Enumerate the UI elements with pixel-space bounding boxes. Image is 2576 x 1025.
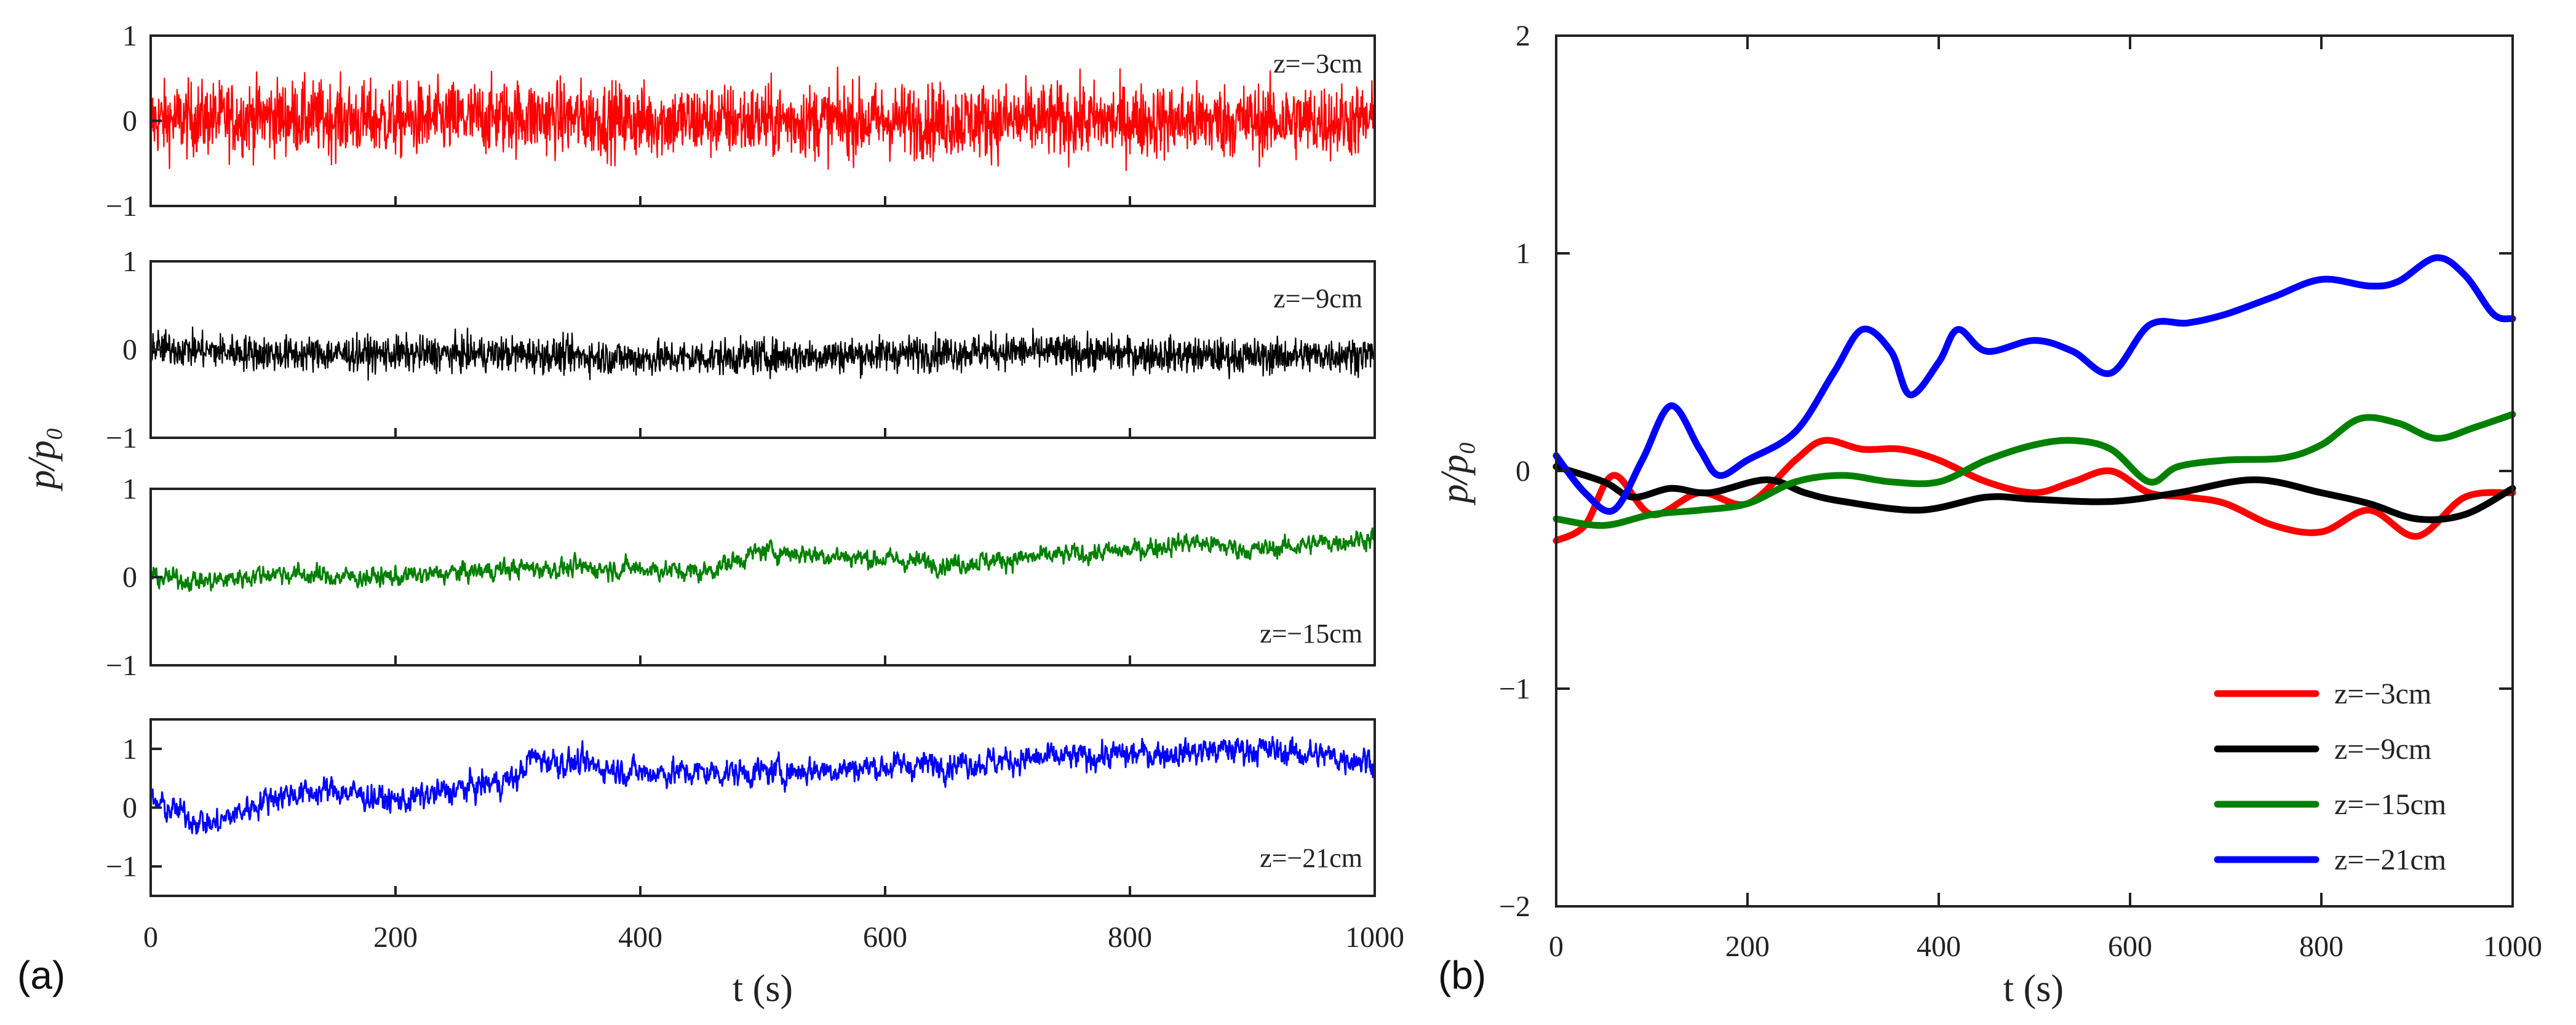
subplot-label-z-3cm: z=−3cm xyxy=(1273,49,1362,79)
y-tick-label-z-21cm: 1 xyxy=(122,733,137,766)
panel-a-x-ticks: 0 200 400 600 800 1000 xyxy=(143,921,1404,954)
panel-b-y-label: p/p₀ xyxy=(1434,441,1476,506)
x-tick-label: 1000 xyxy=(1345,921,1404,954)
panel-b-label: (b) xyxy=(1438,953,1486,997)
y-tick-label-z-9cm: 0 xyxy=(122,334,137,366)
legend-label-z-9cm: z=−9cm xyxy=(2334,733,2431,766)
series-line-z-9cm xyxy=(149,326,1376,381)
x-tick-label: 200 xyxy=(373,921,418,954)
panel-a: 1 0 −1 z=−3cm 1 0 −1 z=−9cm 1 0 −1 z=−15cm 1 0 −… xyxy=(17,20,1404,1010)
subplot-z-15cm: 1 0 −1 z=−15cm xyxy=(106,473,1376,682)
plot-area-z-21cm: 1 0 −1 xyxy=(106,718,1376,897)
plot-area-z-15cm: 1 0 −1 xyxy=(106,473,1376,682)
x-tick-label: 600 xyxy=(2108,930,2152,963)
x-tick-label: 400 xyxy=(1917,930,1961,963)
x-tick-label: 200 xyxy=(1725,930,1770,963)
subplot-z-9cm: 1 0 −1 z=−9cm xyxy=(106,245,1376,454)
series-line-z-9cm xyxy=(1552,463,2516,523)
panel-a-x-label: t (s) xyxy=(733,968,793,1010)
x-tick-label: 800 xyxy=(1108,921,1152,954)
y-tick-label-z-21cm: 0 xyxy=(122,792,137,825)
subplot-z-21cm: 1 0 −1 z=−21cm xyxy=(106,718,1376,897)
x-tick-label: 0 xyxy=(1549,930,1564,963)
panel-b-plot-area xyxy=(1552,254,2516,544)
legend-label-z-3cm: z=−3cm xyxy=(2334,678,2431,710)
plot-area-z-3cm: 1 0 −1 xyxy=(106,20,1376,223)
panel-a-y-label: p/p₀ xyxy=(21,427,63,492)
y-tick-label: 0 xyxy=(1516,455,1530,488)
legend-label-z-21cm: z=−21cm xyxy=(2334,844,2446,876)
subplot-frame-z-15cm xyxy=(149,488,1376,667)
panel-b-frame xyxy=(1555,34,2514,908)
y-tick-label-z-15cm: 0 xyxy=(122,561,137,594)
series-line-z-3cm xyxy=(1552,437,2516,544)
x-tick-label: 400 xyxy=(618,921,662,954)
x-tick-label: 600 xyxy=(863,921,907,954)
y-tick-label-z-15cm: 1 xyxy=(122,473,137,505)
subplot-label-z-21cm: z=−21cm xyxy=(1260,843,1362,873)
subplot-frame-z-21cm xyxy=(149,718,1376,897)
series-line-z-15cm xyxy=(150,527,1376,592)
legend-label-z-15cm: z=−15cm xyxy=(2334,788,2446,821)
subplot-z-3cm: 1 0 −1 z=−3cm xyxy=(106,20,1376,223)
y-tick-label-z-21cm: −1 xyxy=(106,850,137,883)
series-line-z-21cm xyxy=(1552,254,2516,515)
x-tick-label: 800 xyxy=(2299,930,2343,963)
series-line-z-21cm xyxy=(149,735,1376,835)
panel-b: 210−1−20 200 400 600 800 1000 z=−3cmz=−9cmz=−… xyxy=(1434,20,2542,1010)
y-tick-label: 1 xyxy=(1516,237,1530,270)
y-tick-label-z-9cm: 1 xyxy=(122,245,137,278)
y-tick-label: −2 xyxy=(1499,890,1530,923)
subplot-label-z-9cm: z=−9cm xyxy=(1273,283,1362,314)
panel-a-label: (a) xyxy=(17,953,65,997)
y-tick-label-z-3cm: −1 xyxy=(106,190,137,223)
y-tick-label-z-3cm: 0 xyxy=(122,105,137,138)
panel-b-axes: 2 1 0 −1 −2 0 200 400 600 800 1000 xyxy=(1499,20,2542,963)
y-tick-label-z-9cm: −1 xyxy=(106,422,137,454)
plot-area-z-9cm: 1 0 −1 xyxy=(106,245,1376,454)
series-line-z-15cm xyxy=(1552,411,2516,529)
y-tick-label: −1 xyxy=(1499,673,1530,705)
y-tick-label-z-15cm: −1 xyxy=(106,649,137,682)
panel-b-x-label: t (s) xyxy=(2003,968,2064,1010)
x-tick-label: 1000 xyxy=(2483,930,2542,963)
y-tick-label: 2 xyxy=(1516,20,1530,52)
subplot-label-z-15cm: z=−15cm xyxy=(1260,619,1362,649)
panel-b-legend: z=−3cm z=−9cm z=−15cm z=−21cm xyxy=(2214,678,2446,876)
x-tick-label: 0 xyxy=(143,921,158,954)
y-tick-label-z-3cm: 1 xyxy=(122,20,137,52)
series-line-z-3cm xyxy=(149,66,1376,172)
